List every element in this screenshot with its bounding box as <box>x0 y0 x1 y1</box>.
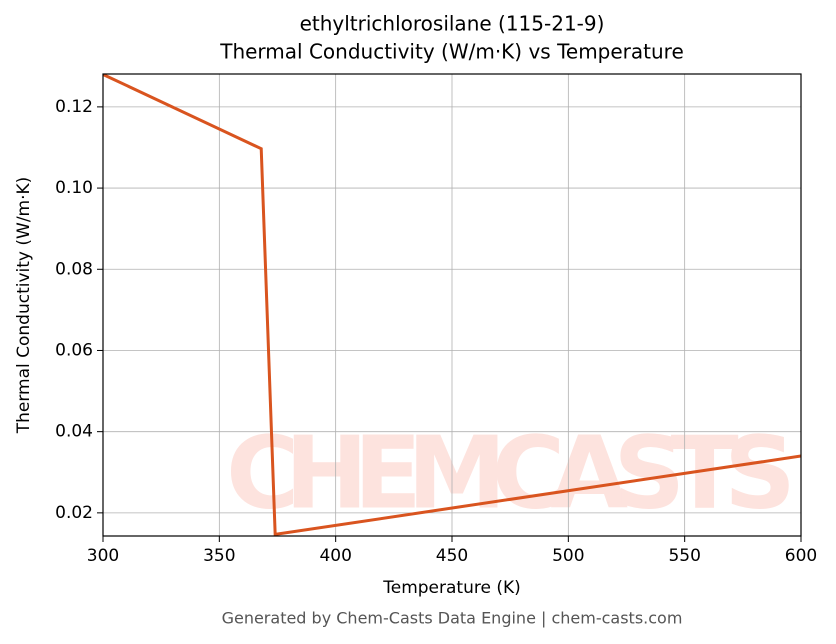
x-tick-label: 450 <box>436 546 468 566</box>
plot-frame <box>102 73 802 537</box>
watermark: CHEMCASTS <box>226 414 796 531</box>
x-tick-label: 400 <box>319 546 351 566</box>
x-tick-label: 600 <box>785 546 817 566</box>
y-tick-label: 0.08 <box>55 259 93 279</box>
x-tick-label: 500 <box>552 546 584 566</box>
y-tick-label: 0.06 <box>55 340 93 360</box>
data-line <box>103 74 801 536</box>
y-axis-label: Thermal Conductivity (W/m·K) <box>14 177 34 435</box>
x-tick-label: 350 <box>203 546 235 566</box>
chart-title: ethyltrichlorosilane (115-21-9) <box>300 12 605 36</box>
x-tick-label: 300 <box>87 546 119 566</box>
x-tick-label: 550 <box>668 546 700 566</box>
y-tick-label: 0.04 <box>55 422 93 442</box>
y-tick-label: 0.02 <box>55 503 93 523</box>
chart-subtitle: Thermal Conductivity (W/m·K) vs Temperat… <box>219 40 684 64</box>
y-tick-label: 0.12 <box>55 97 93 117</box>
footer: Generated by Chem-Casts Data Engine | ch… <box>222 609 683 628</box>
x-axis-label: Temperature (K) <box>382 578 521 598</box>
y-tick-label: 0.10 <box>55 178 93 198</box>
